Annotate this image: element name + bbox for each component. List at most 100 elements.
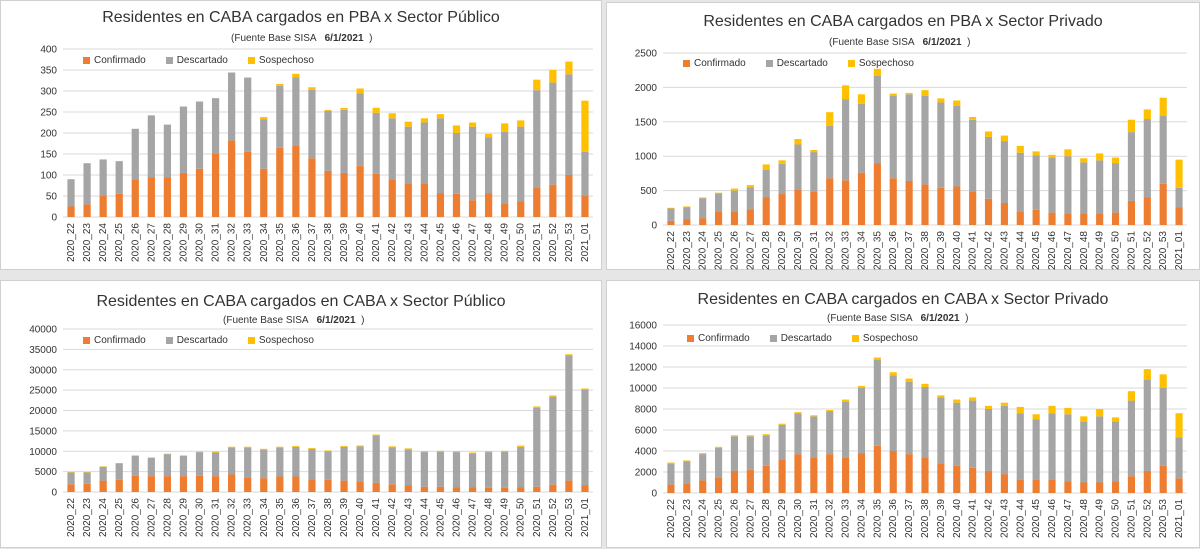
bar-segment-confirmado bbox=[565, 175, 572, 217]
bar-segment-confirmado bbox=[937, 188, 944, 225]
y-tick-label: 0 bbox=[51, 488, 57, 499]
y-tick-label: 12000 bbox=[629, 363, 657, 374]
bar-segment-sospechoso bbox=[581, 101, 588, 152]
bar-segment-confirmado bbox=[794, 189, 801, 225]
x-tick-label: 2020_30 bbox=[793, 231, 804, 270]
bar-segment-sospechoso bbox=[533, 80, 540, 91]
chart-panel-caba-publico: Residentes en CABA cargados en CABA x Se… bbox=[0, 280, 602, 548]
bar-segment-confirmado bbox=[148, 476, 155, 492]
x-tick-label: 2020_24 bbox=[98, 498, 109, 537]
x-tick-label: 2020_39 bbox=[339, 223, 350, 262]
bar-segment-sospechoso bbox=[276, 84, 283, 86]
x-tick-label: 2020_27 bbox=[745, 499, 756, 538]
bar-segment-confirmado bbox=[1175, 478, 1182, 493]
y-tick-label: 35000 bbox=[29, 345, 57, 356]
bar-segment-descartado bbox=[1144, 380, 1151, 471]
bar-segment-descartado bbox=[1128, 132, 1135, 201]
bar-segment-confirmado bbox=[1064, 481, 1071, 493]
bar-segment-confirmado bbox=[292, 477, 299, 492]
bar-segment-descartado bbox=[1017, 413, 1024, 479]
x-tick-label: 2020_32 bbox=[227, 223, 238, 262]
bar-segment-confirmado bbox=[699, 480, 706, 493]
y-tick-label: 2000 bbox=[635, 83, 658, 94]
bar-segment-sospechoso bbox=[779, 160, 786, 163]
bar-segment-descartado bbox=[1033, 420, 1040, 480]
bar-segment-descartado bbox=[858, 104, 865, 173]
x-tick-label: 2020_42 bbox=[387, 223, 398, 262]
x-tick-label: 2020_31 bbox=[211, 498, 222, 537]
bar-segment-descartado bbox=[308, 449, 315, 480]
y-tick-label: 500 bbox=[640, 186, 657, 197]
bar-segment-descartado bbox=[357, 446, 364, 481]
bar-segment-confirmado bbox=[421, 183, 428, 217]
x-tick-label: 2020_38 bbox=[323, 223, 334, 262]
bar-segment-descartado bbox=[453, 452, 460, 487]
chart-panel-pba-publico: Residentes en CABA cargados en PBA x Sec… bbox=[0, 0, 602, 270]
bar-segment-descartado bbox=[763, 170, 770, 198]
x-tick-label: 2020_22 bbox=[66, 223, 77, 262]
bar-segment-confirmado bbox=[260, 169, 267, 217]
bar-segment-confirmado bbox=[421, 487, 428, 492]
y-tick-label: 4000 bbox=[635, 447, 658, 458]
bar-segment-confirmado bbox=[533, 487, 540, 492]
bar-segment-confirmado bbox=[164, 177, 171, 217]
bar-segment-confirmado bbox=[842, 180, 849, 225]
bar-segment-confirmado bbox=[389, 484, 396, 492]
bar-segment-sospechoso bbox=[731, 189, 738, 191]
bar-segment-descartado bbox=[1160, 116, 1167, 184]
bar-segment-sospechoso bbox=[1096, 153, 1103, 160]
x-tick-label: 2020_36 bbox=[291, 498, 302, 537]
bar-segment-descartado bbox=[116, 161, 123, 194]
bar-segment-descartado bbox=[874, 360, 881, 446]
bar-segment-confirmado bbox=[517, 201, 524, 217]
x-tick-label: 2020_48 bbox=[484, 223, 495, 262]
y-tick-label: 5000 bbox=[35, 467, 58, 478]
x-tick-label: 2020_41 bbox=[968, 499, 979, 538]
bar-segment-sospechoso bbox=[1080, 158, 1087, 162]
x-tick-label: 2020_41 bbox=[371, 223, 382, 262]
chart-plot: 0500010000150002000025000300003500040000… bbox=[1, 281, 603, 549]
bar-segment-confirmado bbox=[937, 464, 944, 493]
bar-segment-descartado bbox=[1080, 162, 1087, 213]
bar-segment-sospechoso bbox=[469, 452, 476, 453]
bar-segment-descartado bbox=[83, 472, 90, 483]
x-tick-label: 2020_38 bbox=[920, 231, 931, 270]
bar-segment-confirmado bbox=[132, 179, 139, 217]
bar-segment-confirmado bbox=[874, 446, 881, 493]
bar-segment-confirmado bbox=[67, 484, 74, 492]
bar-segment-sospechoso bbox=[937, 98, 944, 102]
x-tick-label: 2020_32 bbox=[825, 499, 836, 538]
bar-segment-confirmado bbox=[1080, 213, 1087, 225]
bar-segment-sospechoso bbox=[1017, 146, 1024, 153]
bar-segment-descartado bbox=[581, 152, 588, 196]
bar-segment-sospechoso bbox=[1001, 136, 1008, 142]
bar-segment-descartado bbox=[485, 452, 492, 488]
x-tick-label: 2020_28 bbox=[761, 499, 772, 538]
bar-segment-sospechoso bbox=[842, 400, 849, 402]
y-tick-label: 15000 bbox=[29, 426, 57, 437]
bar-segment-confirmado bbox=[565, 481, 572, 492]
bar-segment-confirmado bbox=[826, 454, 833, 493]
bar-segment-confirmado bbox=[969, 192, 976, 225]
x-tick-label: 2020_42 bbox=[387, 498, 398, 537]
bar-segment-sospechoso bbox=[389, 113, 396, 118]
bar-segment-sospechoso bbox=[763, 164, 770, 170]
bar-segment-descartado bbox=[953, 106, 960, 186]
bar-segment-descartado bbox=[1175, 437, 1182, 478]
x-tick-label: 2020_24 bbox=[698, 499, 709, 538]
bar-segment-sospechoso bbox=[581, 388, 588, 389]
bar-segment-sospechoso bbox=[985, 131, 992, 137]
bar-segment-descartado bbox=[116, 463, 123, 479]
bar-segment-descartado bbox=[731, 191, 738, 212]
bar-segment-confirmado bbox=[1048, 213, 1055, 225]
bar-segment-descartado bbox=[1064, 156, 1071, 214]
y-tick-label: 200 bbox=[40, 129, 57, 140]
bar-segment-sospechoso bbox=[1160, 98, 1167, 116]
bar-segment-descartado bbox=[340, 447, 347, 481]
x-tick-label: 2020_43 bbox=[999, 231, 1010, 270]
bar-segment-sospechoso bbox=[340, 446, 347, 447]
bar-segment-confirmado bbox=[858, 173, 865, 225]
bar-segment-sospechoso bbox=[683, 206, 690, 207]
bar-segment-confirmado bbox=[715, 211, 722, 225]
y-tick-label: 100 bbox=[40, 171, 57, 182]
